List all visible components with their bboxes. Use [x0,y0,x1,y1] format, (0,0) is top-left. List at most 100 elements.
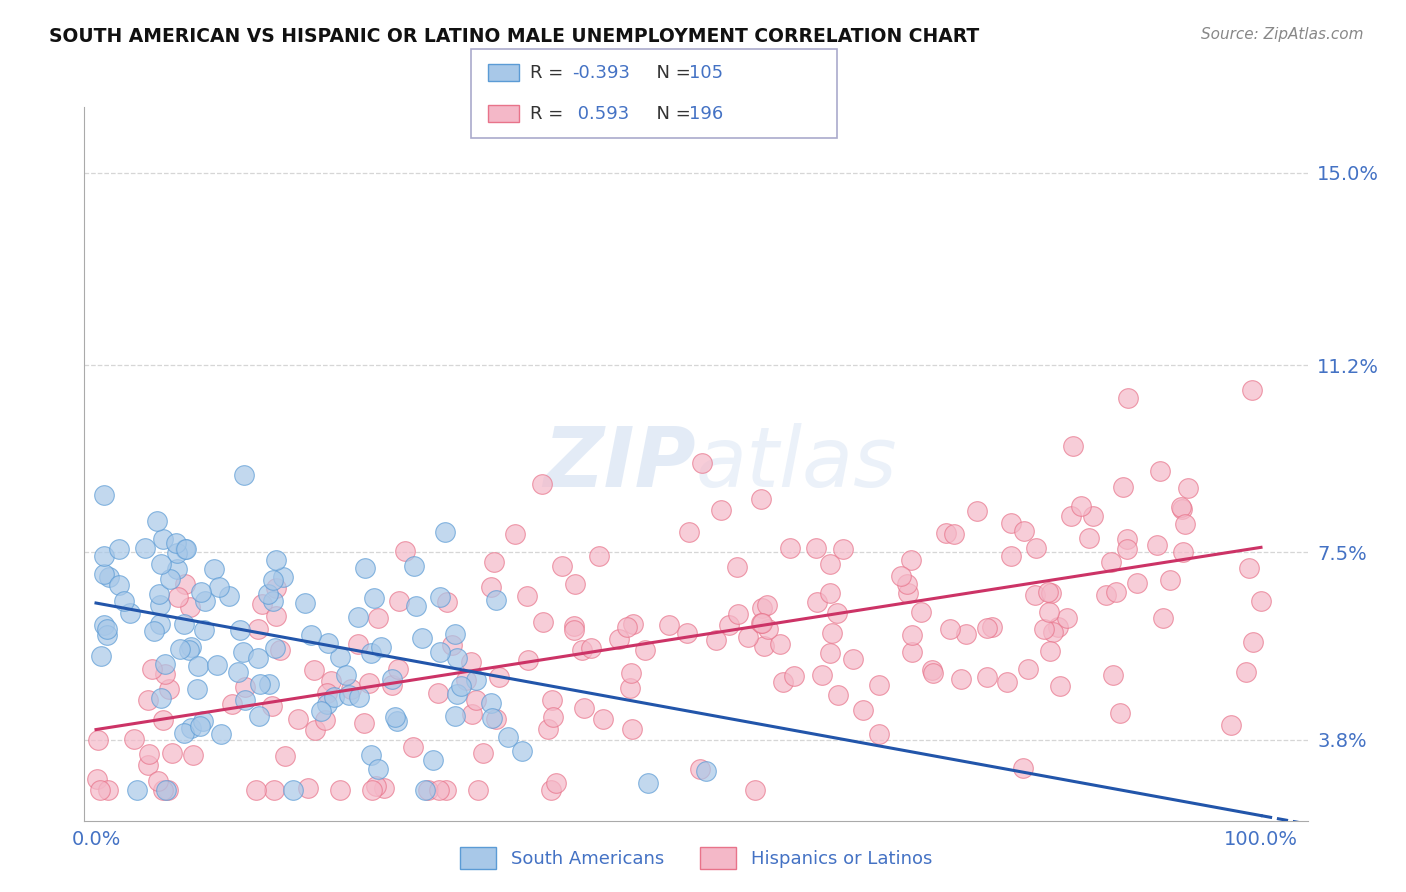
Point [1250,594,1272,608]
Point [690,456,713,470]
Point [152,713,174,727]
Point [256,587,278,601]
Point [1146,538,1168,552]
Point [86,772,108,786]
Point [233,693,256,707]
Point [209,727,232,741]
Point [142,624,165,638]
Point [232,645,254,659]
Point [562,619,585,633]
Text: -0.393: -0.393 [572,64,630,82]
Point [496,730,519,744]
Point [939,622,962,636]
Point [460,655,482,669]
Point [304,723,326,738]
Point [1070,500,1092,514]
Point [384,710,406,724]
Point [174,541,197,556]
Point [188,719,211,733]
Point [897,586,920,600]
Point [190,585,212,599]
Point [122,732,145,747]
Point [146,773,169,788]
Point [249,677,271,691]
Text: N =: N = [645,105,697,123]
Point [516,589,538,603]
Point [900,628,922,642]
Point [93,566,115,581]
Point [247,709,270,723]
Point [769,637,792,651]
Point [370,640,392,654]
Point [592,712,614,726]
Point [120,607,142,621]
Legend: South Americans, Hispanics or Latinos: South Americans, Hispanics or Latinos [453,839,939,876]
Point [125,783,148,797]
Point [134,541,156,555]
Point [1033,622,1056,636]
Point [943,526,966,541]
Point [380,678,402,692]
Point [710,503,733,517]
Point [152,783,174,797]
Point [1112,479,1135,493]
Point [97,783,120,797]
Point [752,640,775,654]
Point [510,744,533,758]
Point [264,553,287,567]
Point [472,746,495,760]
Point [658,617,681,632]
Point [87,732,110,747]
Point [634,642,657,657]
Point [689,762,711,776]
Point [676,625,699,640]
Point [299,628,322,642]
Text: 0.593: 0.593 [572,105,630,123]
Point [922,666,945,681]
Point [725,559,748,574]
Point [744,783,766,797]
Point [540,783,562,797]
Point [485,592,508,607]
Point [173,577,195,591]
Point [319,673,342,688]
Point [1062,439,1084,453]
Point [481,711,503,725]
Point [153,657,176,671]
Point [416,783,439,797]
Point [1038,605,1060,619]
Point [1012,524,1035,538]
Point [910,605,932,619]
Point [756,598,779,612]
Point [323,690,346,705]
Point [517,653,540,667]
Point [806,541,828,556]
Point [262,573,284,587]
Point [281,783,304,797]
Point [1095,589,1118,603]
Point [544,776,567,790]
Point [1081,509,1104,524]
Point [287,712,309,726]
Point [297,781,319,796]
Point [329,649,352,664]
Text: R =: R = [530,105,569,123]
Point [1219,718,1241,732]
Point [1102,668,1125,682]
Point [827,606,849,620]
Point [531,477,554,491]
Point [1152,610,1174,624]
Point [149,598,172,612]
Point [488,670,510,684]
Point [1000,516,1022,531]
Point [208,580,231,594]
Point [177,643,200,657]
Point [1049,680,1071,694]
Point [381,672,404,686]
Point [166,546,188,560]
Point [191,714,214,728]
Point [112,594,135,608]
Point [153,666,176,681]
Point [588,549,610,564]
Point [1024,588,1046,602]
